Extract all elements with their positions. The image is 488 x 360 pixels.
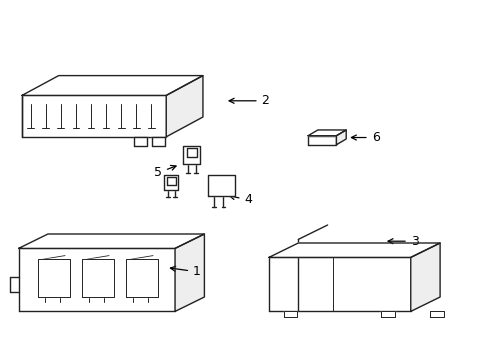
Polygon shape [268,243,439,257]
Polygon shape [166,177,175,185]
Polygon shape [134,137,147,146]
Polygon shape [336,130,346,145]
Polygon shape [163,175,178,190]
Text: 6: 6 [351,131,379,144]
Polygon shape [166,76,203,137]
Polygon shape [175,234,204,311]
Polygon shape [207,175,234,196]
Polygon shape [381,311,394,317]
Polygon shape [19,234,204,248]
Polygon shape [19,248,175,311]
Text: 3: 3 [387,235,418,248]
Text: 4: 4 [229,193,252,206]
Text: 2: 2 [229,94,269,107]
Text: 1: 1 [170,265,201,278]
Polygon shape [82,259,114,297]
Polygon shape [307,136,336,145]
Polygon shape [183,146,200,164]
Polygon shape [38,259,70,297]
Polygon shape [410,243,439,311]
Text: 5: 5 [154,166,176,179]
Polygon shape [429,311,443,317]
Polygon shape [283,311,297,317]
Polygon shape [307,130,346,136]
Polygon shape [152,137,164,146]
Polygon shape [22,95,166,137]
Polygon shape [126,259,158,297]
Polygon shape [186,148,197,157]
Polygon shape [268,257,410,311]
Polygon shape [22,76,203,95]
